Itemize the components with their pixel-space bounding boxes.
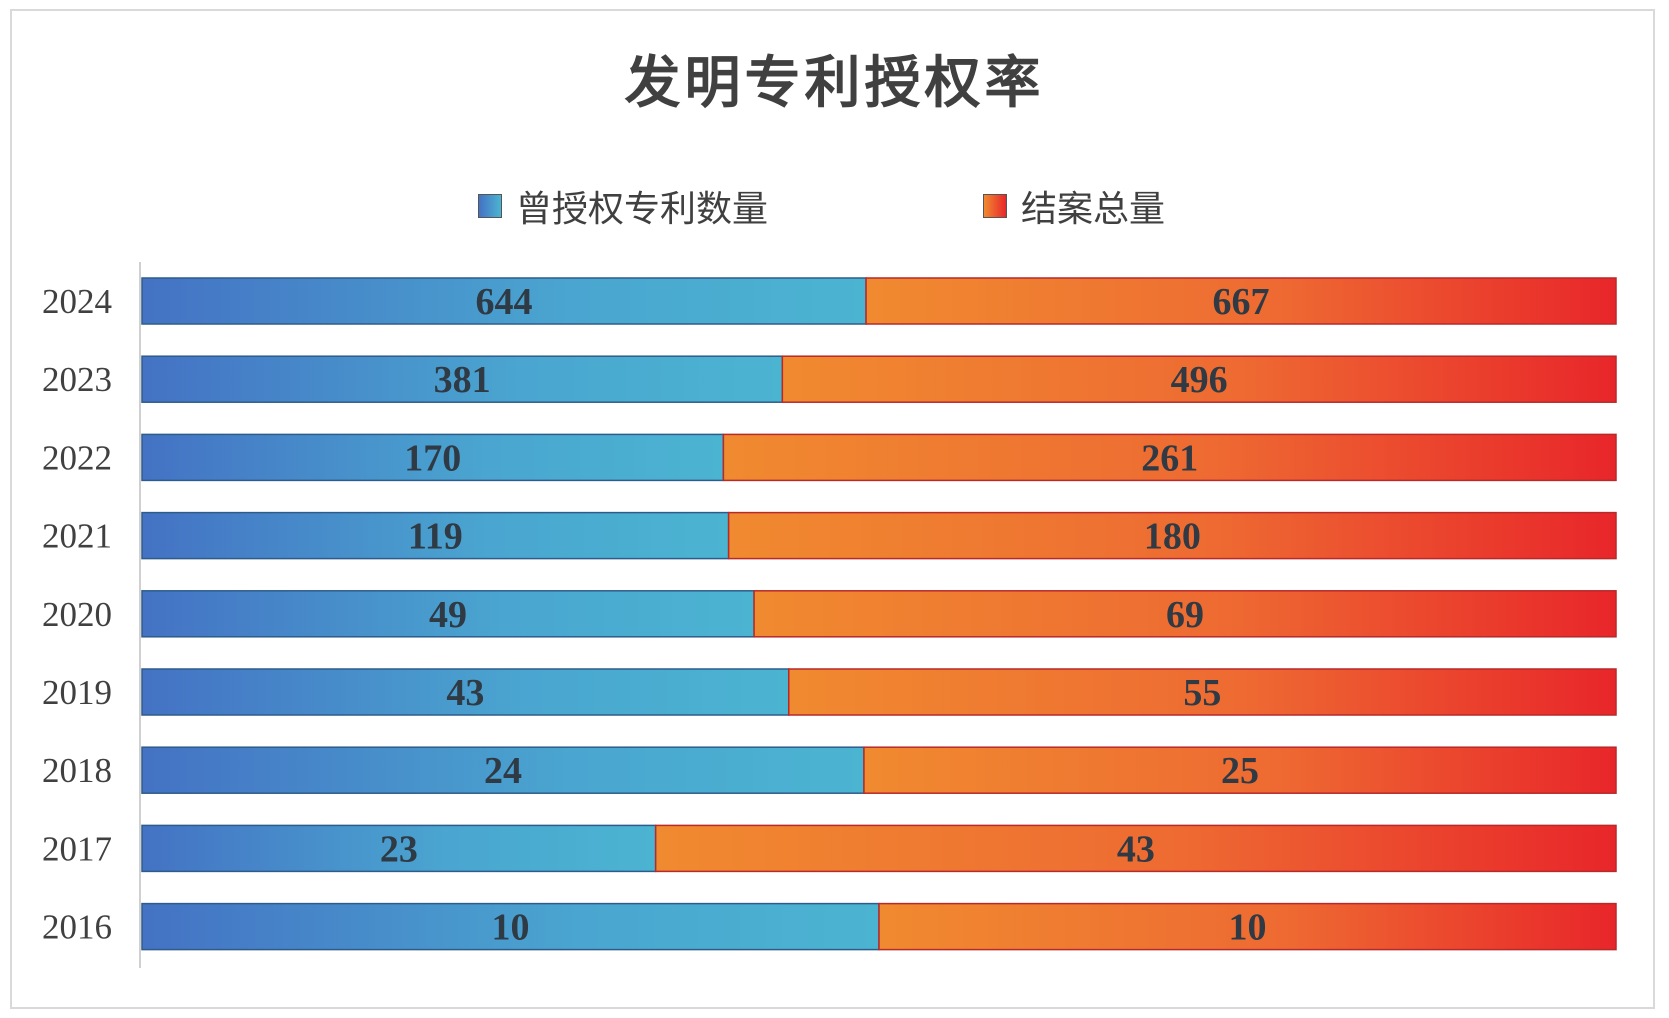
legend-swatch-closed (983, 194, 1007, 218)
data-label-closed-2021: 180 (1144, 516, 1201, 558)
y-tick-label-2023: 2023 (42, 360, 112, 399)
data-label-granted-2018: 24 (484, 750, 522, 792)
y-tick-label-2017: 2017 (42, 829, 112, 868)
bar-granted-2022 (141, 433, 725, 482)
legend-swatch-granted (478, 194, 502, 218)
bar-closed-2017 (654, 824, 1617, 873)
legend-label-granted: 曾授权专利数量 (516, 189, 769, 230)
data-label-granted-2021: 119 (408, 516, 463, 558)
data-label-closed-2019: 55 (1183, 672, 1221, 714)
data-label-granted-2022: 170 (404, 437, 461, 479)
data-label-granted-2017: 23 (380, 828, 418, 870)
data-label-granted-2016: 10 (492, 907, 530, 949)
data-label-granted-2023: 381 (434, 359, 491, 401)
y-tick-label-2020: 2020 (42, 595, 112, 634)
bar-closed-2020 (753, 590, 1617, 638)
chart-title: 发明专利授权率 (624, 51, 1045, 116)
bar-closed-2018 (863, 746, 1617, 794)
data-label-granted-2024: 644 (476, 281, 533, 323)
data-label-closed-2017: 43 (1117, 828, 1155, 870)
data-label-granted-2019: 43 (446, 672, 484, 714)
chart-legend: 曾授权专利数量 结案总量 (0, 180, 1669, 230)
legend-item-closed: 结案总量 (983, 180, 1165, 232)
y-tick-label-2024: 2024 (42, 282, 112, 321)
data-label-granted-2020: 49 (429, 594, 467, 636)
y-tick-label-2019: 2019 (42, 673, 112, 712)
data-label-closed-2022: 261 (1141, 437, 1198, 479)
bar-closed-2016 (878, 902, 1617, 951)
y-tick-label-2022: 2022 (42, 438, 112, 477)
legend-label-closed: 结案总量 (1021, 189, 1166, 230)
y-tick-label-2021: 2021 (42, 517, 112, 556)
y-tick-label-2018: 2018 (42, 751, 112, 790)
bar-closed-2023 (781, 355, 1617, 403)
bar-closed-2024 (865, 277, 1617, 325)
legend-item-granted: 曾授权专利数量 (478, 180, 768, 232)
data-label-closed-2016: 10 (1229, 907, 1267, 949)
data-label-closed-2024: 667 (1213, 281, 1270, 323)
data-label-closed-2020: 69 (1166, 594, 1204, 636)
bar-granted-2018 (141, 746, 865, 794)
bar-granted-2019 (141, 668, 790, 716)
data-label-closed-2018: 25 (1221, 750, 1259, 792)
y-tick-label-2016: 2016 (42, 908, 112, 947)
bar-granted-2024 (141, 277, 867, 325)
bar-granted-2020 (141, 590, 755, 638)
bar-granted-2017 (141, 824, 657, 873)
bar-granted-2023 (141, 355, 784, 403)
bar-granted-2021 (141, 511, 730, 560)
bar-closed-2022 (722, 433, 1617, 482)
bar-closed-2021 (727, 511, 1617, 560)
data-label-closed-2023: 496 (1171, 359, 1228, 401)
bar-granted-2016 (141, 902, 880, 951)
bar-closed-2019 (788, 668, 1617, 716)
